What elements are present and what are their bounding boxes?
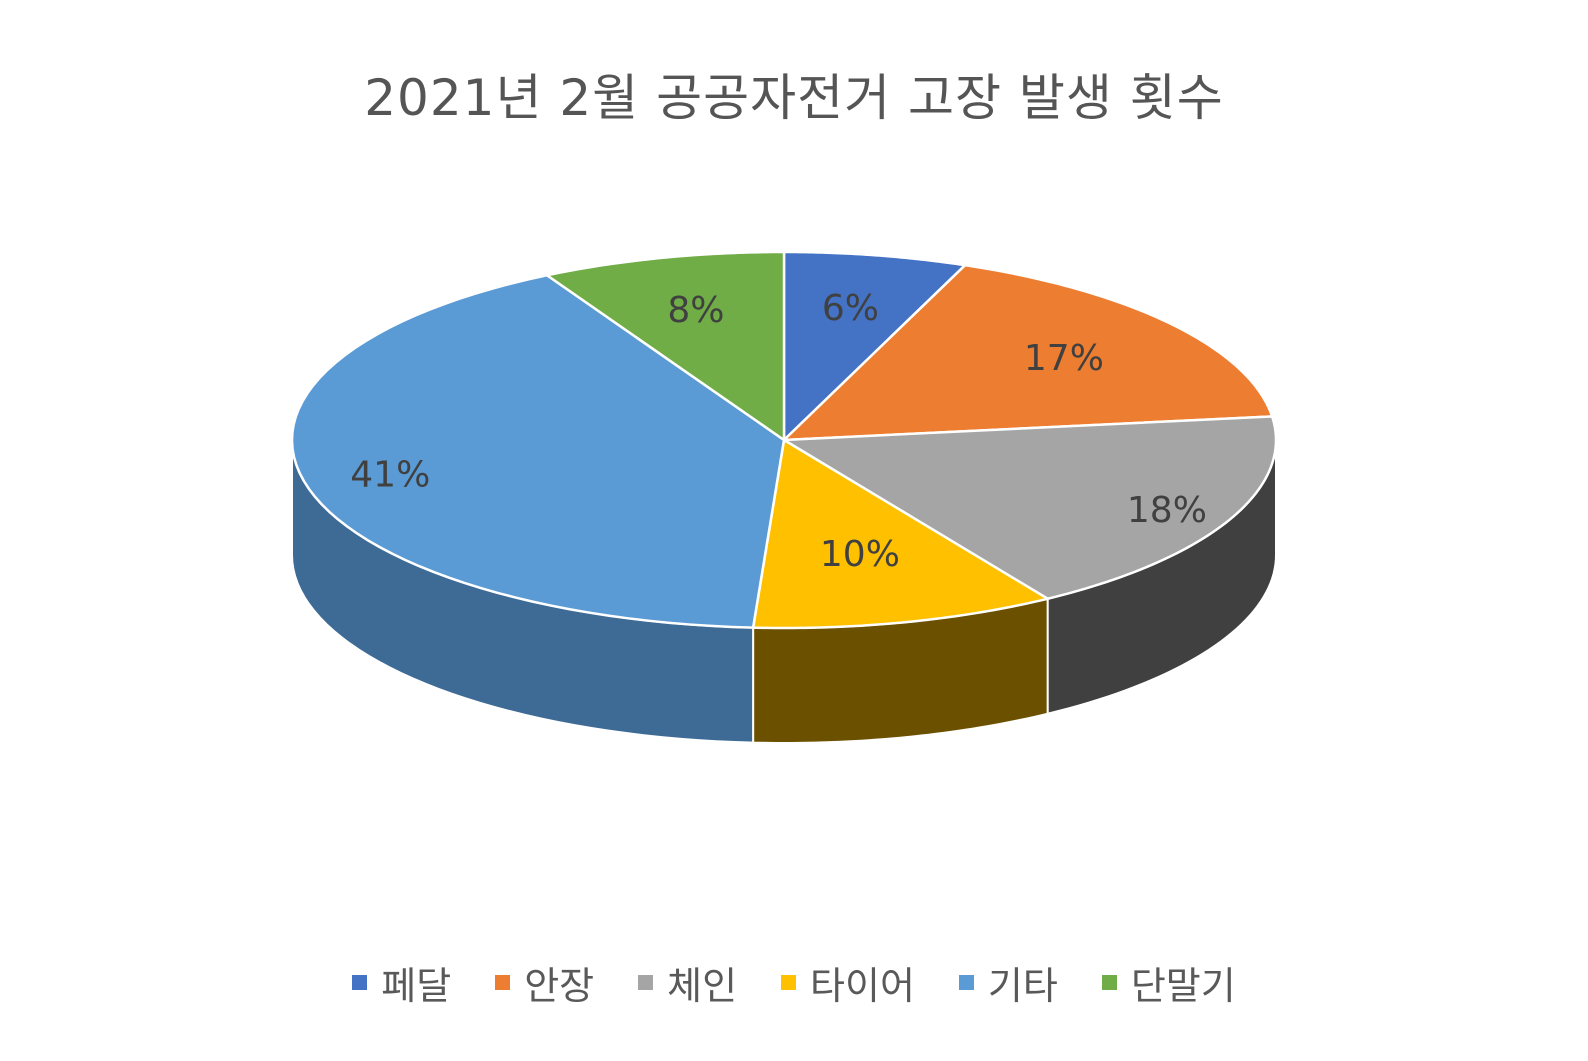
slice-단말기[interactable]: [545, 250, 786, 442]
data-label-타이어: 10%: [820, 534, 900, 575]
legend-label: 체인: [667, 964, 738, 1008]
legend-label: 페달: [381, 964, 452, 1008]
legend-swatch: [958, 975, 974, 990]
data-label-단말기: 8%: [667, 290, 724, 331]
data-label-안장: 17%: [1024, 338, 1104, 379]
legend-swatch: [495, 975, 511, 990]
legend-item-안장[interactable]: 안장: [495, 955, 594, 1010]
pie-data-labels: 6% 17% 18% 10% 41% 8%: [350, 288, 1207, 575]
legend-label: 기타: [987, 964, 1058, 1008]
data-label-체인: 18%: [1127, 490, 1207, 531]
legend-swatch: [352, 975, 368, 990]
legend-item-페달[interactable]: 페달: [352, 955, 451, 1010]
legend-item-체인[interactable]: 체인: [638, 955, 737, 1010]
pie-sides: [291, 439, 1277, 745]
pie-slices: [290, 250, 1278, 630]
legend-item-기타[interactable]: 기타: [958, 955, 1058, 1010]
legend-swatch: [781, 975, 797, 990]
slice-타이어[interactable]: [751, 438, 1049, 630]
legend-swatch: [638, 975, 654, 990]
legend: 페달 안장 체인 타이어 기타 단말기: [0, 955, 1588, 1010]
data-label-페달: 6%: [822, 288, 879, 329]
slice-기타[interactable]: [290, 274, 786, 629]
slice-페달[interactable]: [782, 250, 967, 442]
legend-label: 단말기: [1130, 964, 1236, 1008]
legend-item-타이어[interactable]: 타이어: [781, 955, 915, 1010]
chart-title: 2021년 2월 공공자전거 고장 발생 횟수: [364, 69, 1224, 127]
legend-label: 타이어: [810, 964, 915, 1008]
legend-item-단말기[interactable]: 단말기: [1101, 955, 1236, 1010]
slice-안장[interactable]: [782, 263, 1274, 442]
data-label-기타: 41%: [350, 455, 430, 496]
legend-swatch: [1101, 975, 1117, 990]
legend-label: 안장: [524, 964, 595, 1008]
slice-체인[interactable]: [782, 415, 1278, 600]
